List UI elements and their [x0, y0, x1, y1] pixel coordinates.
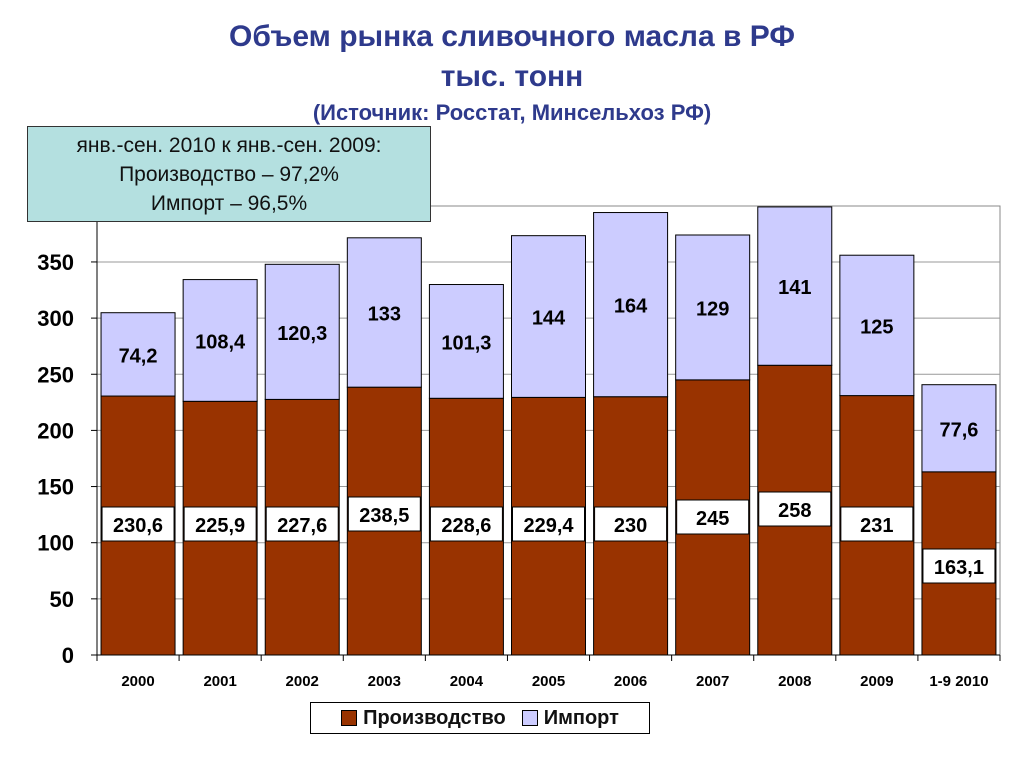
data-label-box-production — [101, 506, 175, 542]
bar-import — [593, 212, 669, 398]
bar-import — [264, 263, 340, 400]
data-label-import: 120,3 — [277, 323, 327, 345]
x-tick-label: 2000 — [121, 673, 154, 690]
bar-import — [839, 254, 915, 397]
y-tick-label: 50 — [50, 587, 74, 612]
data-label-production: 229,4 — [523, 515, 574, 537]
x-tick-label: 2003 — [368, 673, 401, 690]
bar-import — [511, 235, 586, 398]
bar-import — [182, 279, 258, 402]
data-label-import: 77,6 — [939, 419, 978, 441]
data-label-box-production — [512, 506, 585, 542]
bar-import — [346, 237, 422, 388]
data-label-production: 231 — [860, 515, 893, 537]
x-tick-label: 2001 — [203, 673, 236, 690]
y-tick-label: 200 — [37, 418, 74, 443]
data-label-box-production — [183, 506, 257, 542]
y-tick-label: 250 — [37, 362, 74, 387]
data-label-production: 163,1 — [934, 557, 984, 579]
data-label-production: 238,5 — [359, 505, 409, 527]
data-label-box-production — [758, 491, 832, 527]
y-tick-label: 350 — [37, 250, 74, 275]
data-label-import: 74,2 — [119, 345, 158, 367]
data-label-production: 245 — [696, 508, 729, 530]
chart-title: Объем рынка сливочного масла в РФ — [229, 20, 795, 53]
data-label-import: 125 — [860, 316, 893, 338]
bar-import — [428, 284, 504, 399]
data-label-box-production — [840, 506, 914, 542]
data-label-import: 144 — [532, 308, 566, 330]
growth-note-box: янв.-сен. 2010 к янв.-сен. 2009: Произво… — [27, 126, 431, 222]
data-label-import: 108,4 — [195, 331, 246, 353]
data-label-import: 164 — [614, 296, 648, 318]
data-label-production: 258 — [778, 500, 811, 522]
data-label-box-production — [922, 548, 996, 584]
y-tick-label: 100 — [37, 531, 74, 556]
note-line-2: Производство – 97,2% — [119, 163, 339, 186]
chart-units: тыс. тонн — [440, 60, 584, 93]
legend-label-production: Производство — [363, 706, 506, 729]
x-tick-label: 2004 — [450, 673, 484, 690]
data-label-import: 141 — [778, 277, 811, 299]
x-tick-label: 2006 — [614, 673, 647, 690]
legend-label-import: Импорт — [543, 706, 619, 729]
x-tick-label: 2007 — [696, 673, 729, 690]
data-label-box-production — [265, 506, 339, 542]
y-tick-label: 150 — [37, 475, 74, 500]
data-label-production: 225,9 — [195, 515, 245, 537]
bar-import — [675, 234, 751, 381]
data-label-box-production — [429, 506, 503, 542]
data-label-production: 228,6 — [441, 515, 491, 537]
bar-import — [100, 312, 176, 397]
y-tick-label: 0 — [62, 643, 74, 668]
data-label-box-production — [594, 506, 668, 542]
legend-swatch-import — [521, 710, 538, 726]
bar-import — [921, 384, 997, 473]
note-line-3: Импорт – 96,5% — [150, 192, 308, 215]
data-label-production: 230 — [614, 515, 647, 537]
x-tick-label: 2008 — [778, 673, 811, 690]
data-label-import: 129 — [696, 298, 729, 320]
data-label-box-production — [676, 499, 750, 535]
x-tick-label: 1-9 2010 — [929, 673, 988, 690]
data-label-import: 133 — [368, 303, 401, 325]
data-label-production: 230,6 — [113, 515, 163, 537]
chart-source: (Источник: Росстат, Минсельхоз РФ) — [312, 100, 712, 125]
x-tick-label: 2002 — [286, 673, 319, 690]
legend-item-production: Производство — [341, 707, 506, 730]
bar-import — [757, 206, 833, 366]
x-tick-label: 2005 — [532, 673, 565, 690]
y-tick-label: 300 — [37, 306, 74, 331]
legend-item-import: Импорт — [521, 706, 619, 730]
data-label-box-production — [347, 496, 421, 532]
chart-legend: Производство Импорт — [310, 702, 650, 734]
x-tick-label: 2009 — [860, 673, 893, 690]
data-label-production: 227,6 — [277, 515, 327, 537]
data-label-import: 101,3 — [441, 332, 491, 354]
legend-swatch-production — [341, 710, 358, 726]
note-line-1: янв.-сен. 2010 к янв.-сен. 2009: — [76, 134, 382, 157]
